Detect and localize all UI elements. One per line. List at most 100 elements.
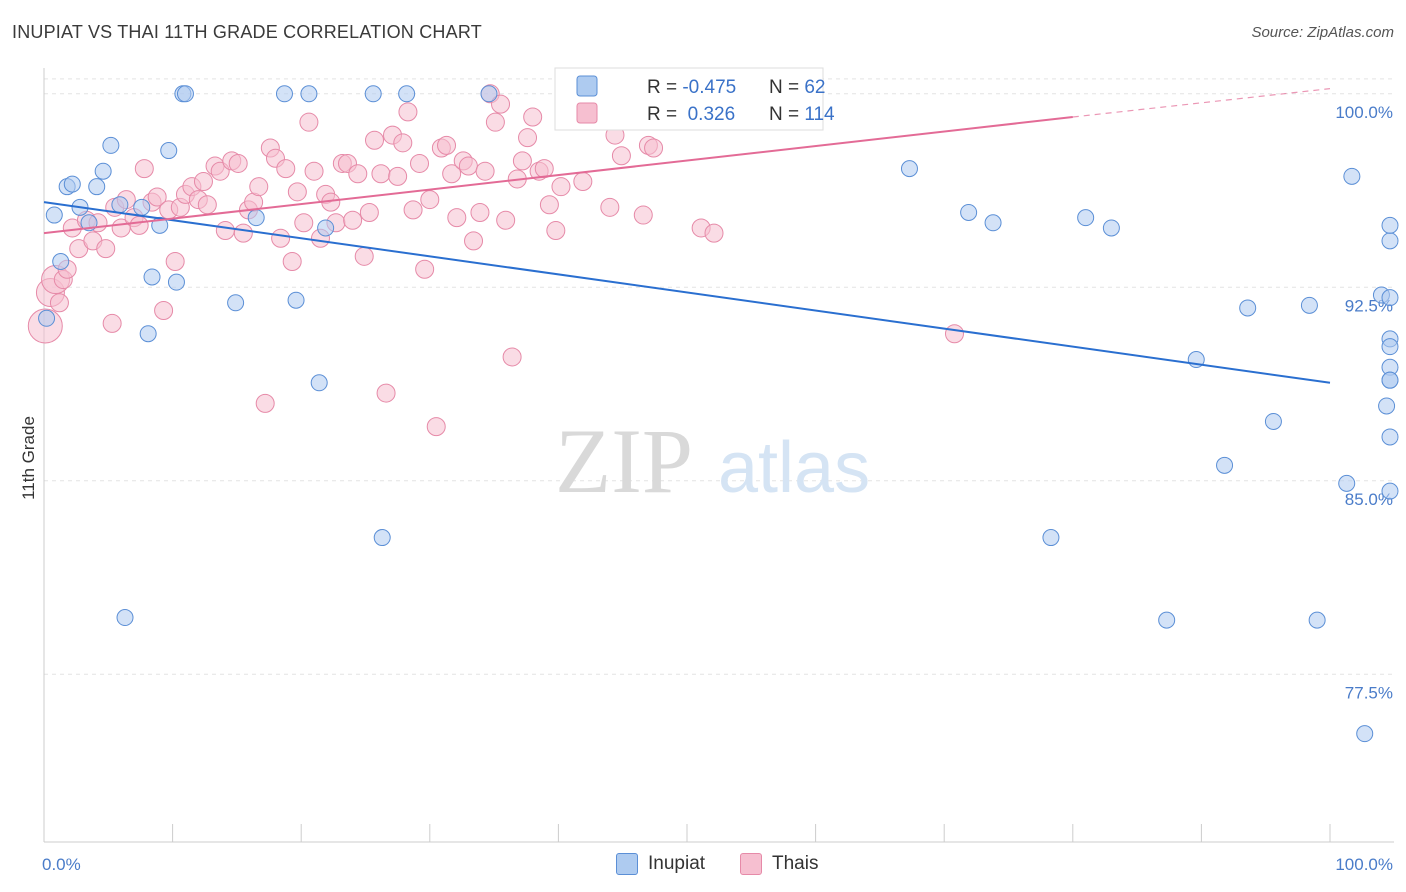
gridlines bbox=[44, 78, 1394, 675]
inupiat-point bbox=[160, 142, 178, 160]
svg-text:R = -0.475: R = -0.475 bbox=[610, 77, 763, 98]
thais-point bbox=[464, 231, 484, 251]
legend-r-label-2: R = bbox=[647, 104, 682, 125]
thais-point bbox=[644, 138, 664, 158]
thais-point bbox=[523, 107, 543, 127]
inupiat-point bbox=[300, 85, 318, 103]
inupiat-point bbox=[1381, 482, 1399, 500]
thais-point bbox=[282, 252, 302, 271]
inupiat-point bbox=[480, 85, 498, 103]
thais-point bbox=[633, 205, 653, 225]
thais-point bbox=[215, 221, 235, 241]
thais-point bbox=[129, 215, 149, 235]
thais-legend-label: Thais bbox=[772, 853, 819, 874]
bottom-legend-inupiat: Inupiat bbox=[616, 850, 705, 878]
source-credit: Source: ZipAtlas.com bbox=[1251, 24, 1394, 41]
thais-point bbox=[512, 151, 532, 171]
thais-point bbox=[437, 135, 457, 155]
thais-point bbox=[376, 383, 396, 403]
thais-point bbox=[147, 187, 167, 207]
thais-point bbox=[475, 161, 495, 181]
legend-n-label-2: N = bbox=[769, 104, 804, 125]
thais-point bbox=[398, 102, 418, 122]
inupiat-point bbox=[227, 294, 245, 312]
thais-point bbox=[165, 252, 185, 271]
inupiat-point bbox=[111, 196, 129, 214]
thais-point bbox=[193, 172, 213, 192]
legend-r-value-2: 0.326 bbox=[682, 104, 735, 125]
inupiat-point bbox=[52, 253, 70, 270]
inupiat-point bbox=[364, 85, 382, 103]
thais-point bbox=[415, 259, 435, 279]
thais-point bbox=[255, 393, 275, 413]
thais-point bbox=[233, 223, 253, 243]
watermark: ZIP atlas bbox=[555, 410, 870, 512]
inupiat-point bbox=[116, 609, 134, 627]
thais-point bbox=[271, 228, 291, 248]
thais-point bbox=[611, 146, 631, 166]
thais-point bbox=[704, 223, 724, 243]
y-tick-label: 77.5% bbox=[1345, 683, 1393, 702]
inupiat-point bbox=[1338, 474, 1356, 492]
inupiat-point bbox=[984, 214, 1002, 232]
thais-trend-extension bbox=[1072, 88, 1331, 118]
inupiat-point bbox=[176, 85, 194, 103]
inupiat-point bbox=[94, 162, 112, 180]
inupiat-point bbox=[1356, 725, 1374, 743]
thais-point bbox=[502, 347, 522, 367]
inupiat-point bbox=[1264, 412, 1282, 430]
inupiat-point bbox=[1381, 232, 1399, 250]
legend-n-value-1: 62 bbox=[804, 77, 825, 98]
thais-point bbox=[249, 177, 269, 197]
legend-r-value-1: -0.475 bbox=[682, 77, 736, 98]
thais-point bbox=[573, 172, 593, 192]
thais-point bbox=[348, 164, 368, 184]
svg-text:N = 114: N = 114 bbox=[732, 104, 861, 125]
thais-swatch bbox=[740, 853, 762, 875]
thais-point bbox=[49, 293, 69, 313]
thais-point bbox=[539, 195, 559, 215]
inupiat-point bbox=[133, 198, 151, 216]
inupiat-point bbox=[1077, 209, 1095, 227]
legend-r-label-1: R = bbox=[647, 77, 682, 98]
inupiat-point bbox=[143, 268, 161, 286]
thais-point bbox=[393, 133, 413, 153]
thais-point bbox=[154, 301, 174, 321]
thais-points bbox=[27, 84, 964, 437]
inupiat-point bbox=[1343, 167, 1361, 185]
thais-point bbox=[491, 94, 511, 114]
thais-point bbox=[403, 200, 423, 220]
inupiat-point bbox=[1308, 611, 1326, 629]
inupiat-point bbox=[1381, 428, 1399, 446]
legend-n-label-1: N = bbox=[769, 77, 804, 98]
inupiat-point bbox=[310, 374, 328, 392]
thais-point bbox=[447, 208, 467, 228]
thais-point bbox=[299, 112, 319, 132]
inupiat-trend-line bbox=[43, 201, 1331, 384]
axes: 77.5%85.0%92.5%100.0%0.0% 100.0% bbox=[42, 68, 1394, 874]
legend-swatch-thais bbox=[576, 102, 598, 124]
thais-point bbox=[485, 112, 505, 132]
thais-point bbox=[410, 153, 430, 173]
inupiat-point bbox=[275, 85, 293, 103]
thais-point bbox=[944, 324, 964, 344]
thais-point bbox=[294, 213, 314, 233]
y-tick-label: 85.0% bbox=[1345, 490, 1393, 509]
inupiat-point bbox=[1381, 216, 1399, 234]
inupiat-point bbox=[1381, 338, 1399, 356]
thais-point bbox=[470, 202, 490, 222]
inupiat-points bbox=[38, 85, 1399, 743]
inupiat-point bbox=[373, 529, 391, 547]
thais-point bbox=[354, 246, 374, 266]
inupiat-point bbox=[1102, 219, 1120, 237]
x-tick-label-max: 100.0% bbox=[1335, 855, 1393, 874]
inupiat-point bbox=[247, 209, 265, 227]
inupiat-point bbox=[317, 219, 335, 237]
inupiat-point bbox=[1381, 289, 1399, 307]
inupiat-point bbox=[102, 136, 120, 154]
inupiat-point bbox=[900, 160, 918, 178]
inupiat-point bbox=[1381, 371, 1399, 389]
thais-point bbox=[343, 210, 363, 230]
thais-point bbox=[304, 161, 324, 181]
